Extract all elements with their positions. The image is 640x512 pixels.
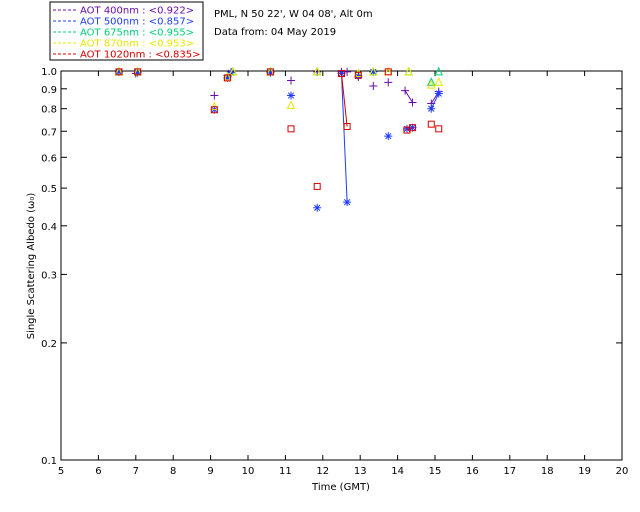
data-point	[133, 68, 142, 77]
series-line	[430, 93, 440, 109]
series-aot-400nm	[114, 67, 443, 108]
x-tick-label: 11	[279, 466, 292, 477]
x-tick-label: 7	[133, 466, 139, 477]
data-point	[434, 77, 444, 86]
series-aot-675nm	[114, 66, 444, 86]
series-line	[404, 90, 413, 103]
x-tick-label: 20	[616, 466, 629, 477]
data-point	[286, 100, 296, 110]
series-line	[341, 73, 348, 127]
data-point	[223, 74, 231, 82]
x-tick-label: 18	[541, 466, 554, 477]
legend-entry: AOT 870nm : <0.953>	[80, 39, 194, 50]
data-point	[408, 98, 417, 107]
data-point	[354, 71, 362, 79]
x-tick-label: 9	[207, 466, 213, 477]
data-point	[384, 78, 393, 87]
x-tick-label: 14	[391, 466, 404, 477]
data-point	[369, 67, 378, 76]
x-tick-label: 8	[170, 466, 176, 477]
y-tick-label: 0.7	[41, 127, 57, 138]
site-label: PML, N 50 22', W 04 08', Alt 0m	[214, 9, 373, 20]
data-point	[343, 198, 352, 207]
data-point	[266, 68, 275, 77]
data-point	[426, 77, 436, 86]
data-point	[266, 68, 274, 76]
x-tick-label: 5	[58, 466, 64, 477]
y-tick-label: 0.5	[41, 184, 57, 195]
series-aot-500nm	[114, 67, 443, 212]
data-point	[114, 67, 123, 76]
y-tick-label: 0.1	[41, 456, 57, 467]
x-tick-label: 17	[503, 466, 516, 477]
data-point	[338, 70, 345, 78]
legend-entry: AOT 1020nm : <0.835>	[80, 50, 200, 61]
x-tick-label: 16	[466, 466, 479, 477]
data-point	[313, 203, 322, 212]
data-point	[343, 122, 351, 130]
data-point	[223, 73, 232, 82]
series-aot-1020nm	[115, 68, 443, 190]
series	[114, 66, 444, 212]
data-point	[312, 66, 322, 76]
data-point	[313, 182, 321, 190]
data-point	[426, 79, 436, 89]
data-point	[404, 66, 414, 76]
data-point	[287, 76, 296, 85]
data-point	[427, 104, 436, 113]
data-point	[401, 86, 410, 95]
legend-entry: AOT 400nm : <0.922>	[80, 6, 194, 17]
x-tick-label: 6	[95, 466, 101, 477]
data-point	[337, 69, 346, 78]
data-point	[384, 68, 392, 76]
data-point	[210, 91, 219, 100]
y-tick-label: 0.2	[41, 339, 57, 350]
y-tick-label: 0.8	[41, 105, 57, 116]
x-tick-label: 10	[242, 466, 255, 477]
data-point	[409, 124, 417, 132]
y-tick-label: 0.6	[41, 153, 57, 164]
data-point	[287, 91, 296, 100]
data-point	[369, 82, 378, 91]
series-line	[341, 73, 348, 203]
y-axis-label: Single Scattering Albedo (ω₀)	[26, 193, 37, 340]
date-label: Data from: 04 May 2019	[214, 27, 336, 38]
data-point	[287, 125, 295, 133]
data-point	[210, 101, 219, 111]
data-point	[210, 106, 218, 114]
x-tick-label: 12	[316, 466, 329, 477]
y-tick-label: 1.0	[41, 67, 57, 78]
data-point	[384, 132, 393, 141]
data-point	[223, 71, 232, 81]
x-axis: 5 6 7 8 9 10 11 12 13 14 15 16 17 18 19 20	[58, 71, 629, 477]
y-tick-label: 0.3	[41, 270, 57, 281]
data-point	[434, 66, 444, 76]
plot-area	[60, 70, 623, 461]
data-point	[402, 124, 411, 133]
legend: AOT 400nm : <0.922>AOT 500nm : <0.857>AO…	[53, 6, 200, 61]
data-point	[435, 125, 443, 133]
y-tick-label: 0.4	[41, 222, 57, 233]
y-axis: 1.0 0.9 0.8 0.7 0.6 0.5 0.4 0.3 0.2 0.1	[41, 67, 622, 467]
data-point	[228, 66, 238, 76]
x-tick-label: 13	[354, 466, 367, 477]
x-tick-label: 19	[578, 466, 591, 477]
legend-box	[49, 1, 204, 61]
data-point	[368, 66, 378, 76]
y-tick-label: 0.9	[41, 85, 57, 96]
x-axis-label: Time (GMT)	[311, 482, 370, 493]
data-point	[115, 68, 123, 76]
legend-entry: AOT 675nm : <0.955>	[80, 28, 194, 39]
data-point	[134, 68, 142, 76]
data-point	[434, 89, 443, 98]
series-aot-870nm	[114, 66, 444, 111]
data-point	[354, 68, 363, 78]
x-tick-label: 15	[429, 466, 442, 477]
data-point	[427, 120, 435, 128]
legend-entry: AOT 500nm : <0.857>	[80, 17, 194, 28]
